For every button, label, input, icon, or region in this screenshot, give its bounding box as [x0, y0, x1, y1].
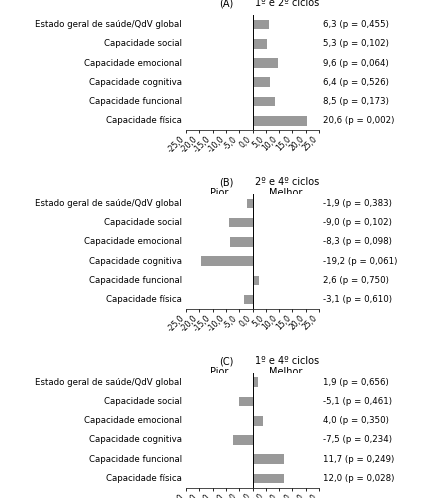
Text: 4,0 (p = 0,350): 4,0 (p = 0,350)	[323, 416, 389, 425]
Bar	[253, 58, 278, 68]
Text: -9,0 (p = 0,102): -9,0 (p = 0,102)	[323, 218, 392, 227]
Bar	[248, 199, 253, 208]
Text: 9,6 (p = 0,064): 9,6 (p = 0,064)	[323, 59, 389, 68]
Text: Melhor: Melhor	[269, 367, 303, 377]
Bar	[239, 397, 253, 406]
Text: 2,6 (p = 0,750): 2,6 (p = 0,750)	[323, 276, 389, 285]
Bar	[253, 474, 284, 483]
Text: 1º e 4º ciclos: 1º e 4º ciclos	[255, 356, 319, 366]
Text: (A): (A)	[219, 0, 233, 8]
Text: 11,7 (p = 0,249): 11,7 (p = 0,249)	[323, 455, 394, 464]
Text: 6,3 (p = 0,455): 6,3 (p = 0,455)	[323, 20, 389, 29]
Text: -8,3 (p = 0,098): -8,3 (p = 0,098)	[323, 238, 392, 247]
Text: 2º e 4º ciclos: 2º e 4º ciclos	[255, 177, 319, 187]
Bar	[229, 218, 253, 228]
Text: -7,5 (p = 0,234): -7,5 (p = 0,234)	[323, 435, 392, 444]
Bar	[253, 97, 275, 106]
Text: -3,1 (p = 0,610): -3,1 (p = 0,610)	[323, 295, 392, 304]
Text: 5,3 (p = 0,102): 5,3 (p = 0,102)	[323, 39, 389, 48]
Bar	[244, 295, 253, 304]
Text: 12,0 (p = 0,028): 12,0 (p = 0,028)	[323, 474, 395, 483]
Text: Pior: Pior	[210, 188, 229, 198]
Bar	[253, 78, 269, 87]
Bar	[202, 256, 253, 266]
Text: (C): (C)	[219, 356, 233, 366]
Bar	[253, 116, 307, 125]
Text: 1,9 (p = 0,656): 1,9 (p = 0,656)	[323, 378, 389, 387]
Bar	[233, 435, 253, 445]
Bar	[253, 275, 260, 285]
Text: Melhor: Melhor	[269, 188, 303, 198]
Bar	[253, 454, 284, 464]
Text: -5,1 (p = 0,461): -5,1 (p = 0,461)	[323, 397, 392, 406]
Bar	[253, 377, 257, 387]
Bar	[253, 20, 269, 29]
Bar	[230, 237, 253, 247]
Text: (B): (B)	[219, 177, 233, 187]
Text: 8,5 (p = 0,173): 8,5 (p = 0,173)	[323, 97, 389, 106]
Text: -1,9 (p = 0,383): -1,9 (p = 0,383)	[323, 199, 392, 208]
Text: 1º e 2º ciclos: 1º e 2º ciclos	[255, 0, 319, 8]
Text: -19,2 (p = 0,061): -19,2 (p = 0,061)	[323, 256, 397, 265]
Bar	[253, 416, 263, 425]
Text: 6,4 (p = 0,526): 6,4 (p = 0,526)	[323, 78, 389, 87]
Text: Pior: Pior	[210, 367, 229, 377]
Bar	[253, 39, 267, 49]
Text: 20,6 (p = 0,002): 20,6 (p = 0,002)	[323, 116, 395, 125]
